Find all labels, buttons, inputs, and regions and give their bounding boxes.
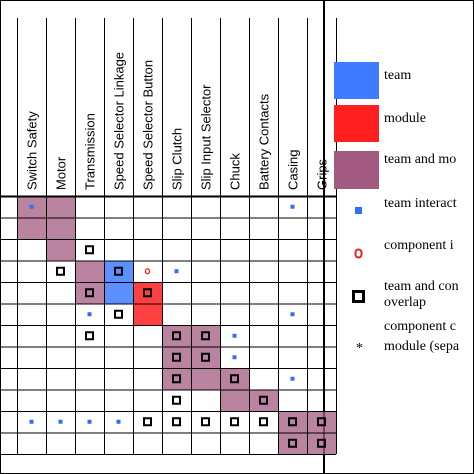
mark-overlap-19 <box>172 374 181 384</box>
column-label-transmission: Transmission <box>83 113 98 190</box>
mark-overlap-35 <box>288 438 297 448</box>
mark-overlap-3 <box>56 266 65 276</box>
mark-team-interaction-15 <box>232 333 237 338</box>
legend-team-and-module-label: team and mo <box>384 152 456 167</box>
column-label-casing: Casing <box>286 150 301 190</box>
legend-separator-marker: * <box>356 341 363 356</box>
column-label-switch-safety: Switch Safety <box>25 111 40 190</box>
mark-component-interaction-5 <box>144 268 151 275</box>
legend-component-interaction-label: component i <box>384 238 454 253</box>
column-labels: Switch Safety Motor Transmission Speed Sele… <box>25 52 330 190</box>
mark-overlap-23 <box>259 395 268 405</box>
mark-overlap-7 <box>85 288 94 298</box>
legend-module-label: module <box>384 111 426 126</box>
column-label-grips: Grips <box>315 158 330 190</box>
mark-overlap-30 <box>201 417 210 427</box>
mark-overlap-14 <box>201 331 210 341</box>
mark-overlap-9 <box>114 309 123 319</box>
column-label-chuck: Chuck <box>228 153 243 190</box>
mark-overlap-22 <box>172 395 181 405</box>
mark-overlap-20 <box>230 374 239 384</box>
mark-team-interaction-0 <box>29 204 34 209</box>
mark-overlap-8 <box>143 288 152 298</box>
column-label-speed-selector-linkage: Speed Selector Linkage <box>112 52 127 190</box>
column-label-battery-contacts: Battery Contacts <box>257 93 272 190</box>
legend-overlap-label-1: team and con <box>384 279 459 294</box>
legend-overlap-label-2: overlap <box>384 295 426 310</box>
mark-team-interaction-11 <box>290 312 295 317</box>
legend: team module team and mo team interact co… <box>334 62 460 356</box>
mark-team-interaction-1 <box>290 204 295 209</box>
mark-team-interaction-26 <box>87 419 92 424</box>
column-label-slip-input-selector: Slip Input Selector <box>199 84 214 190</box>
column-label-slip-clutch: Slip Clutch <box>170 128 185 190</box>
mark-team-interaction-18 <box>232 355 237 360</box>
mark-team-interaction-24 <box>29 419 34 424</box>
matrix-marks <box>29 204 326 448</box>
legend-team-interaction-label: team interact <box>384 196 457 211</box>
mark-team-interaction-21 <box>290 376 295 381</box>
column-label-speed-selector-button: Speed Selector Button <box>141 60 156 190</box>
matrix-grid <box>0 18 337 455</box>
mark-overlap-16 <box>172 352 181 362</box>
mark-overlap-28 <box>143 417 152 427</box>
mark-overlap-31 <box>230 417 239 427</box>
mark-team-interaction-6 <box>174 269 179 274</box>
mark-team-interaction-10 <box>87 312 92 317</box>
legend-overlap-label-3: component c <box>384 319 456 334</box>
column-label-motor: Motor <box>54 156 69 190</box>
legend-team-and-module-swatch <box>334 151 379 189</box>
mark-overlap-33 <box>288 417 297 427</box>
mark-overlap-32 <box>259 417 268 427</box>
legend-overlap-marker <box>352 290 365 303</box>
legend-team-interaction-marker <box>355 207 362 214</box>
legend-module-swatch <box>334 105 379 142</box>
block-team-and-module-1 <box>46 239 75 261</box>
mark-overlap-36 <box>317 438 326 448</box>
mark-overlap-17 <box>201 352 210 362</box>
mark-overlap-2 <box>85 245 94 255</box>
mark-overlap-29 <box>172 417 181 427</box>
mark-overlap-4 <box>114 266 123 276</box>
mark-overlap-34 <box>317 417 326 427</box>
mark-team-interaction-27 <box>116 419 121 424</box>
mark-overlap-13 <box>172 331 181 341</box>
mark-overlap-12 <box>85 331 94 341</box>
legend-separator-label: module (sepa <box>384 339 460 354</box>
mark-team-interaction-25 <box>58 419 63 424</box>
legend-team-label: team <box>384 68 411 83</box>
legend-team-swatch <box>334 62 379 99</box>
legend-component-interaction-marker <box>354 248 363 259</box>
block-team-and-module-7 <box>249 389 278 411</box>
